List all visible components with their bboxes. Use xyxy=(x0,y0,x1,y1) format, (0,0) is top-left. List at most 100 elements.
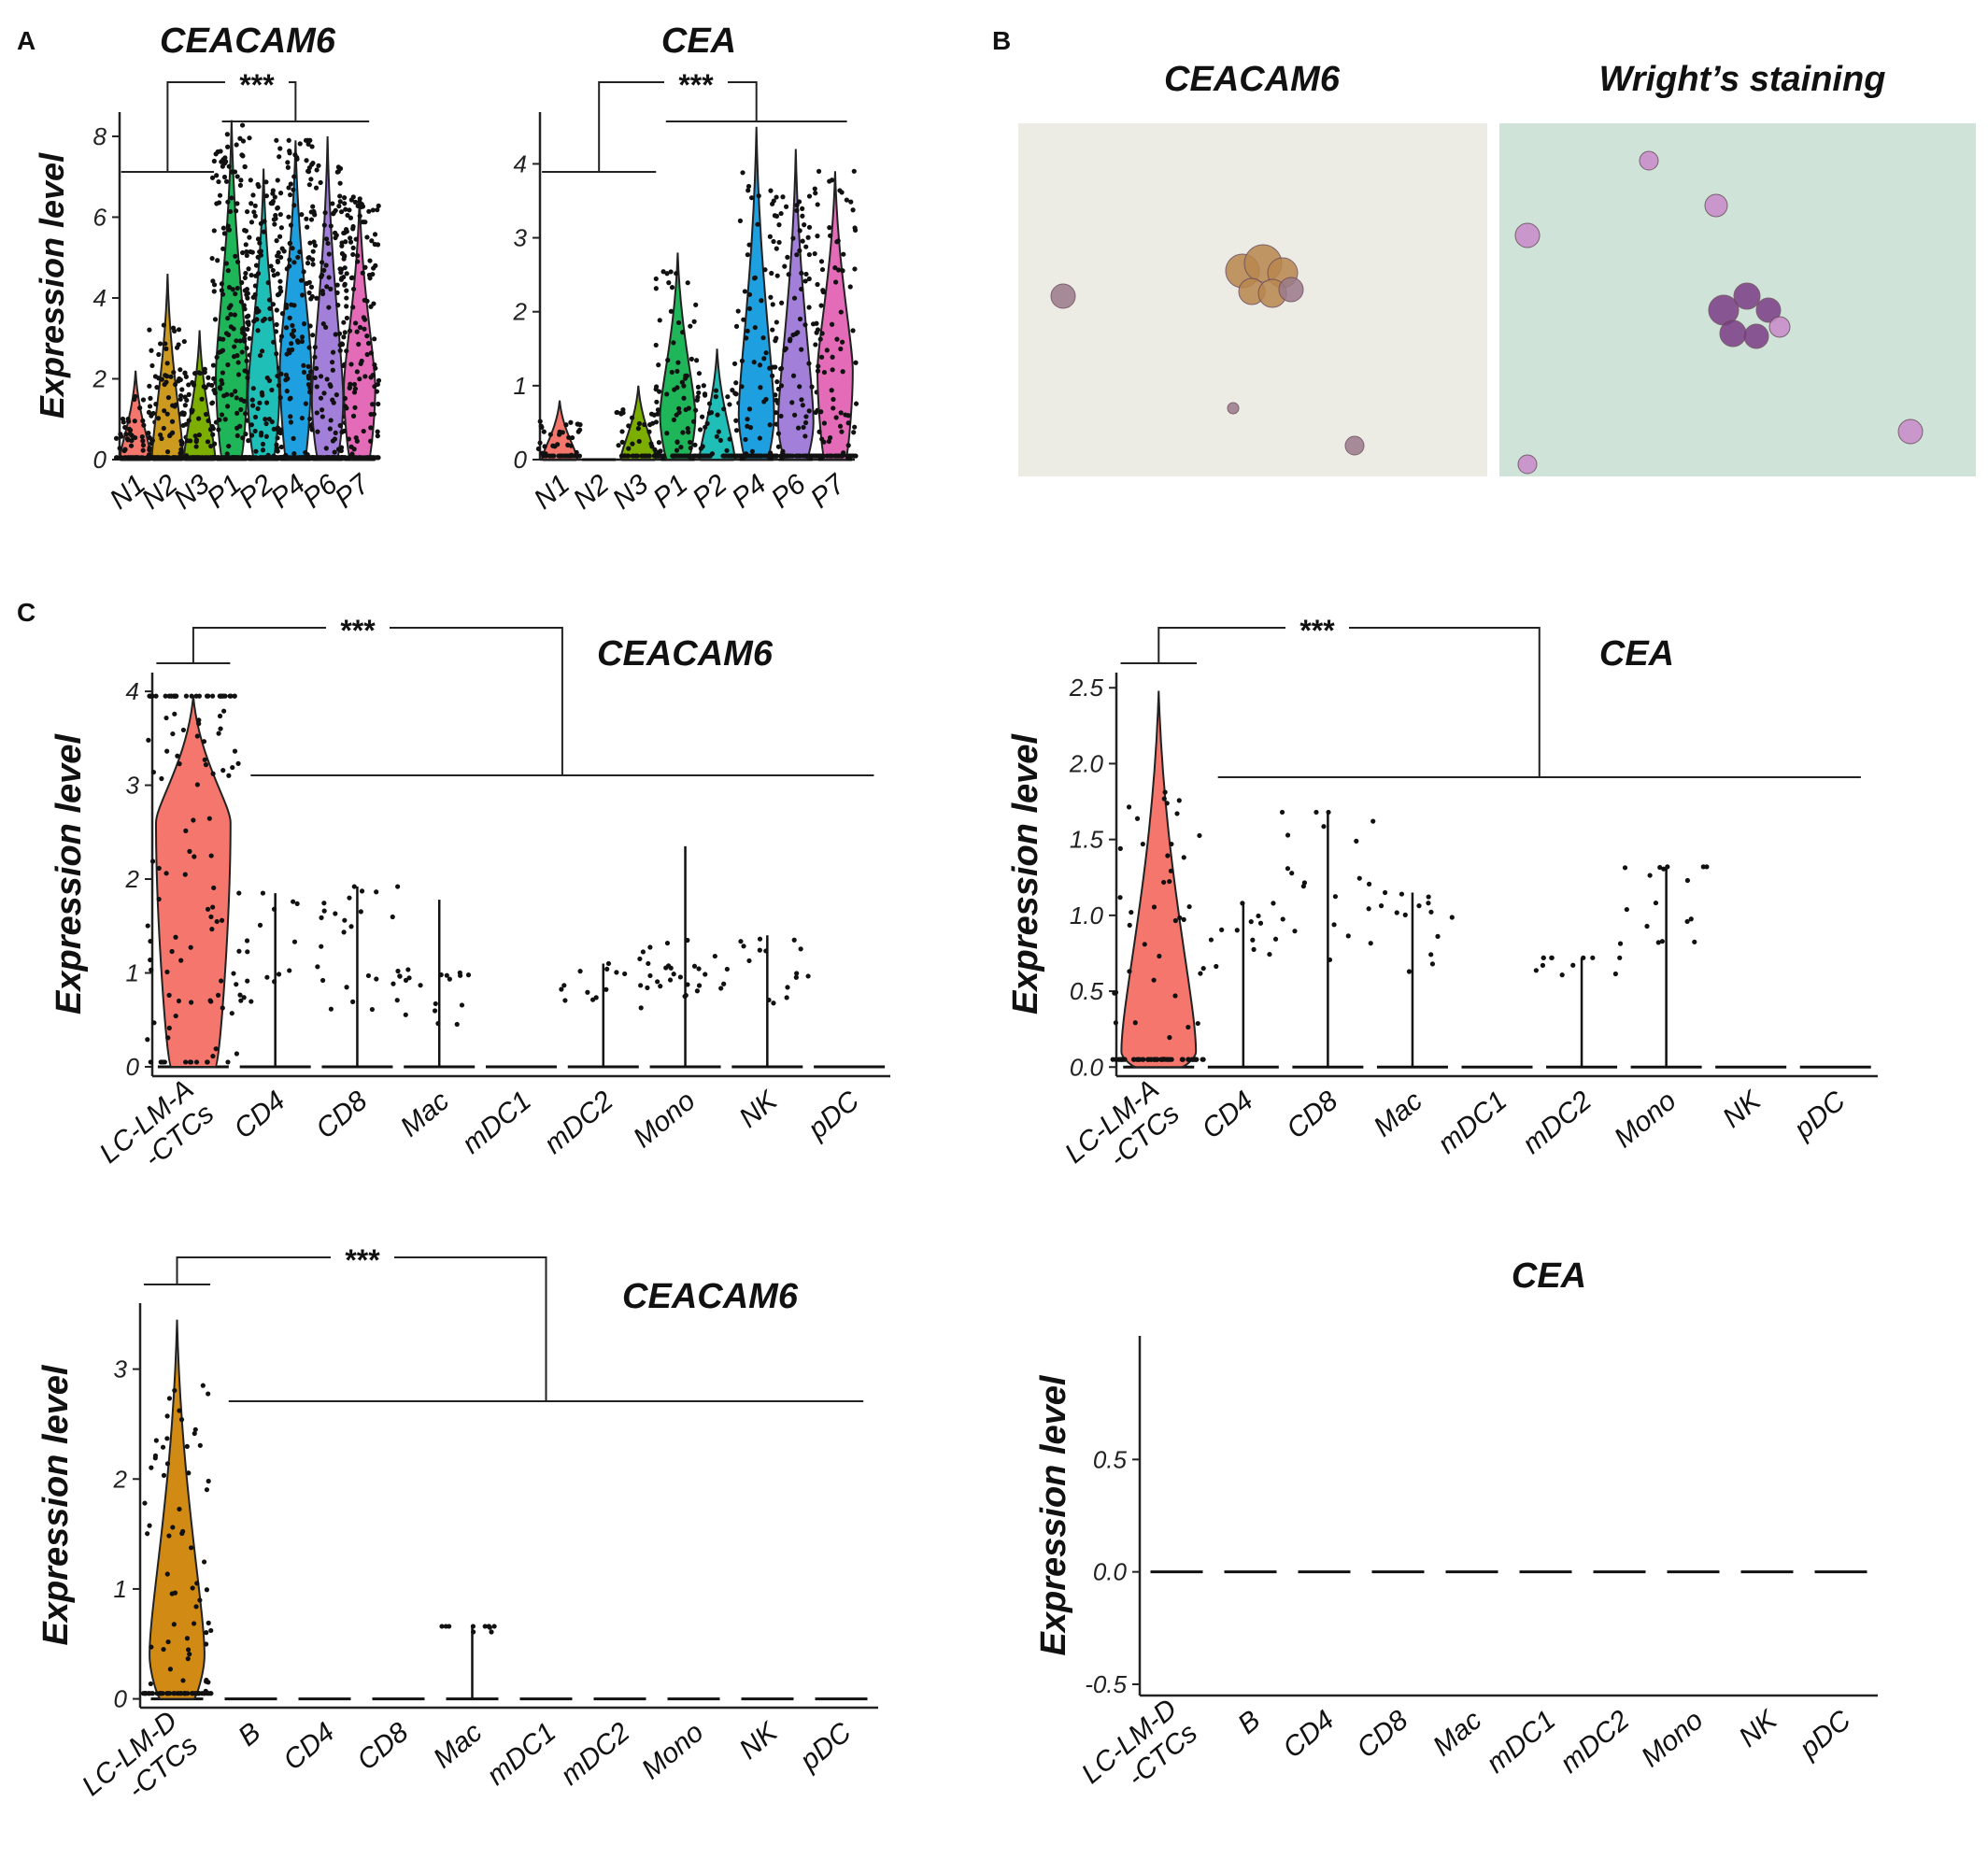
data-point-2-16 xyxy=(348,924,354,929)
data-point-0-76 xyxy=(1198,971,1203,976)
data-point-7-47 xyxy=(852,225,858,231)
data-point-6-123 xyxy=(802,433,808,439)
y-tick-label-4: 4 xyxy=(514,149,527,177)
data-point-5-83 xyxy=(310,262,316,267)
data-point-2-83 xyxy=(207,427,214,433)
data-point-3-67 xyxy=(656,389,662,394)
data-point-5-32 xyxy=(288,222,294,228)
data-point-3-15 xyxy=(681,383,687,389)
data-point-6-83 xyxy=(789,400,795,405)
x-tick-label-2: CD4 xyxy=(277,1717,340,1777)
data-point-0-5 xyxy=(164,1571,170,1577)
data-point-1-75 xyxy=(168,374,174,379)
data-point-0-24 xyxy=(117,446,122,451)
data-point-3-207 xyxy=(215,455,220,461)
data-point-4-10 xyxy=(487,1625,492,1630)
data-point-4-16 xyxy=(697,427,703,433)
data-point-5-26 xyxy=(278,444,284,450)
data-point-2-17 xyxy=(1326,809,1331,816)
data-point-7-65 xyxy=(847,284,853,290)
x-tick-label-7: Mono xyxy=(1636,1705,1710,1774)
data-point-5-1 xyxy=(1559,972,1565,978)
data-point-4-179 xyxy=(273,329,279,334)
x-tick-label-line: CD4 xyxy=(277,1717,340,1777)
data-point-4-20 xyxy=(730,388,735,393)
data-point-5-3 xyxy=(1612,971,1618,977)
data-point-7-144 xyxy=(372,241,377,248)
data-point-6-82 xyxy=(774,453,779,459)
data-point-3-143 xyxy=(240,138,247,144)
data-point-0-100 xyxy=(197,1442,203,1448)
data-point-6-60 xyxy=(309,162,315,167)
data-point-3-18 xyxy=(394,998,400,1003)
x-tick-label-line: CD8 xyxy=(1281,1085,1343,1145)
sig-bracket-right xyxy=(289,81,297,121)
data-point-5-106 xyxy=(742,289,747,294)
data-point-1-1 xyxy=(319,915,324,920)
data-point-5-7 xyxy=(1570,962,1576,968)
data-point-3-2 xyxy=(242,275,248,280)
data-point-3-24 xyxy=(666,280,672,286)
y-axis-label: Expression level xyxy=(33,152,71,419)
data-point-4-149 xyxy=(244,252,249,259)
data-point-6-43 xyxy=(799,397,804,403)
data-point-3-107 xyxy=(210,278,216,284)
data-point-5-180 xyxy=(285,376,291,381)
sig-bracket-left xyxy=(598,81,664,172)
data-point-6-136 xyxy=(330,438,336,444)
data-point-3-150 xyxy=(213,151,219,157)
data-point-7-148 xyxy=(359,358,364,364)
data-point-0-81 xyxy=(1193,1057,1199,1062)
data-point-3-60 xyxy=(686,405,691,411)
data-point-3-29 xyxy=(209,175,216,180)
data-point-5-89 xyxy=(291,450,297,457)
data-point-5-92 xyxy=(277,285,283,291)
data-point-0-110 xyxy=(174,693,179,699)
data-point-0-52 xyxy=(193,1604,199,1610)
data-point-5-21 xyxy=(305,224,310,230)
data-point-3-66 xyxy=(687,439,693,446)
data-point-6-26 xyxy=(306,390,313,395)
data-point-1-101 xyxy=(149,362,155,369)
data-point-0-35 xyxy=(209,693,216,699)
data-point-1-0 xyxy=(1234,928,1240,933)
data-point-0-15 xyxy=(120,416,126,422)
data-point-6-82 xyxy=(330,367,335,373)
data-point-3-76 xyxy=(219,281,225,287)
data-point-3-205 xyxy=(230,455,235,461)
data-point-3-184 xyxy=(226,227,233,233)
data-point-6-24 xyxy=(682,993,688,1000)
data-point-1-96 xyxy=(167,432,173,438)
data-point-5-0 xyxy=(771,238,776,245)
data-point-1-13 xyxy=(245,949,250,955)
data-point-7-95 xyxy=(821,420,828,426)
data-point-5-162 xyxy=(275,253,280,259)
data-point-6-64 xyxy=(323,324,329,330)
data-point-7-105 xyxy=(337,342,343,348)
data-point-0-56 xyxy=(1174,811,1180,816)
data-point-4-173 xyxy=(270,267,276,274)
data-point-6-55 xyxy=(803,244,809,249)
data-point-6-63 xyxy=(797,228,802,234)
data-point-1-19 xyxy=(181,338,187,345)
data-point-7-136 xyxy=(341,455,347,461)
data-point-6-37 xyxy=(318,395,324,401)
data-point-2-14 xyxy=(1289,871,1295,876)
data-point-6-36 xyxy=(321,390,327,396)
data-point-7-64 xyxy=(350,305,356,310)
data-point-7-15 xyxy=(798,946,803,952)
data-point-5-111 xyxy=(745,328,750,333)
data-point-5-109 xyxy=(288,192,293,198)
data-point-6-5 xyxy=(655,979,660,985)
x-tick-label-line: pDC xyxy=(793,1717,857,1778)
data-point-3-22 xyxy=(653,276,659,282)
data-point-1-4 xyxy=(1272,936,1279,942)
data-point-0-8 xyxy=(180,727,187,733)
data-point-0-8 xyxy=(190,1585,195,1591)
data-point-2-17 xyxy=(652,447,658,453)
data-point-4-118 xyxy=(277,278,283,284)
data-point-3-12 xyxy=(454,1021,460,1028)
data-point-0-73 xyxy=(140,397,147,403)
data-point-6-159 xyxy=(305,363,311,369)
